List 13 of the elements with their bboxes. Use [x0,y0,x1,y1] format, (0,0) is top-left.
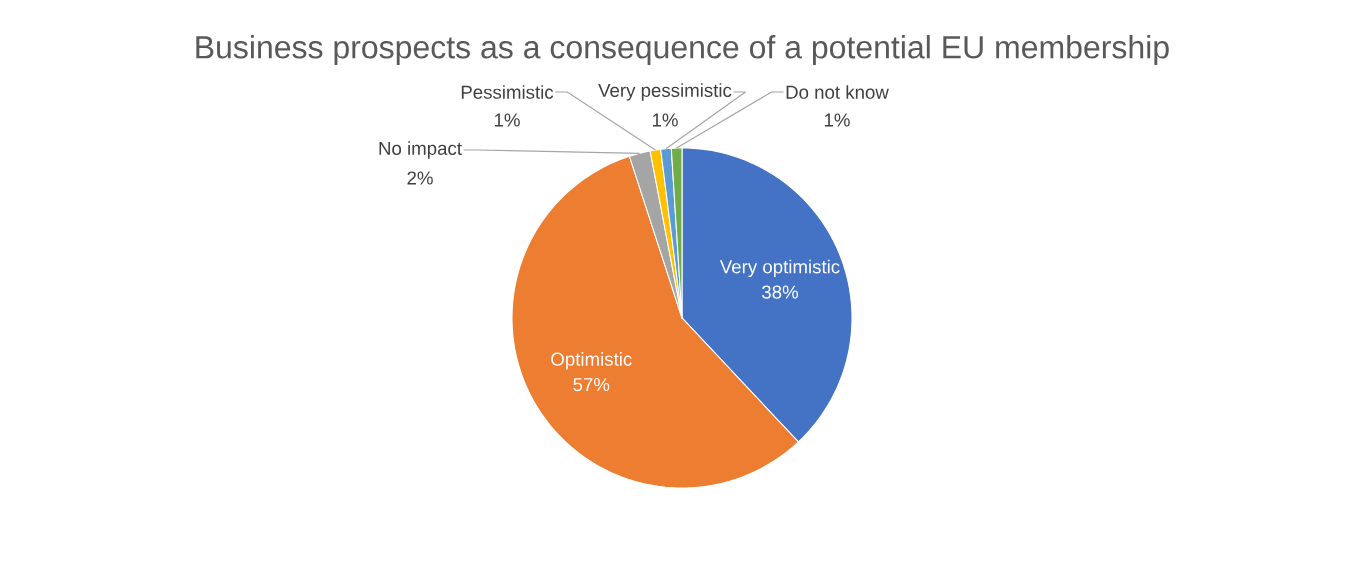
data-label: 1% [824,113,850,127]
data-label: 2% [407,171,433,185]
slice-label: Do not know [786,85,889,99]
slice-label: No impact [379,141,462,159]
slice-label: Pessimistic [461,85,554,99]
data-label: 57% [573,378,610,392]
slice-label: Very pessimistic [598,83,732,101]
data-label: 1% [652,113,678,127]
data-label: 38% [762,285,798,299]
slice-label: Very optimistic [719,259,840,278]
chart-title: Business prospects as a consequence of a potential EU membership [196,35,1169,65]
data-label: 1% [494,113,520,127]
slice-label: Optimistic [551,352,632,370]
